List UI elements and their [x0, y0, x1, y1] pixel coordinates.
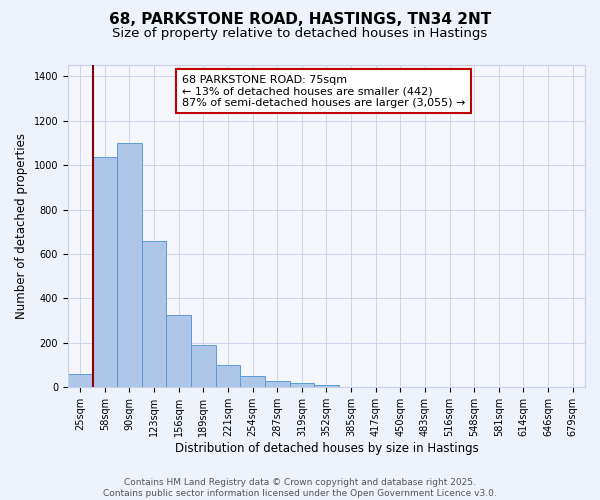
X-axis label: Distribution of detached houses by size in Hastings: Distribution of detached houses by size …: [175, 442, 478, 455]
Bar: [92, 158, 117, 388]
Bar: [166, 315, 191, 388]
Bar: [240, 376, 265, 388]
Bar: [290, 383, 314, 388]
Text: Size of property relative to detached houses in Hastings: Size of property relative to detached ho…: [112, 28, 488, 40]
Bar: [142, 240, 166, 388]
Bar: [314, 385, 339, 388]
Text: 68, PARKSTONE ROAD, HASTINGS, TN34 2NT: 68, PARKSTONE ROAD, HASTINGS, TN34 2NT: [109, 12, 491, 28]
Bar: [191, 345, 215, 388]
Bar: [117, 143, 142, 388]
Y-axis label: Number of detached properties: Number of detached properties: [15, 133, 28, 319]
Bar: [265, 380, 290, 388]
Bar: [68, 374, 92, 388]
Text: 68 PARKSTONE ROAD: 75sqm
← 13% of detached houses are smaller (442)
87% of semi-: 68 PARKSTONE ROAD: 75sqm ← 13% of detach…: [182, 74, 465, 108]
Bar: [215, 365, 240, 388]
Text: Contains HM Land Registry data © Crown copyright and database right 2025.
Contai: Contains HM Land Registry data © Crown c…: [103, 478, 497, 498]
